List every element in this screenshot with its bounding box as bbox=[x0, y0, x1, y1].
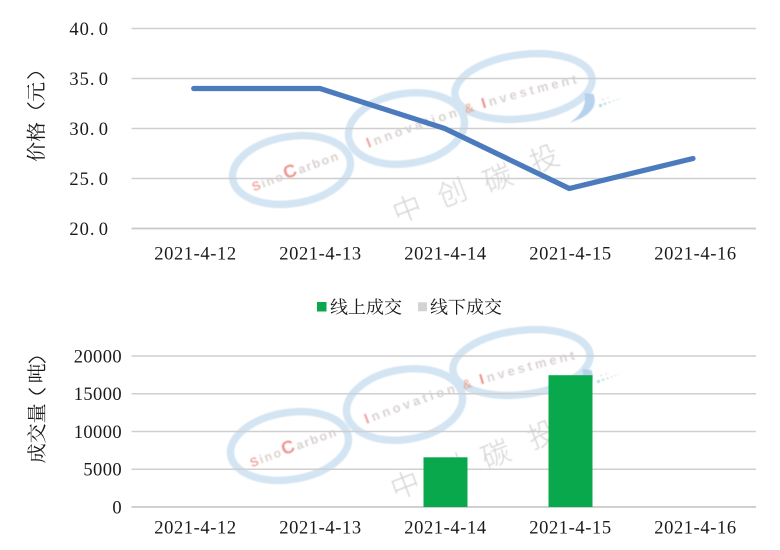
svg-text:10000: 10000 bbox=[74, 423, 122, 443]
svg-text:20000: 20000 bbox=[74, 347, 122, 367]
svg-text:35.0: 35. 0 bbox=[69, 70, 109, 90]
svg-text:5000: 5000 bbox=[83, 461, 122, 481]
svg-text:15000: 15000 bbox=[74, 385, 122, 405]
svg-text:20.0: 20. 0 bbox=[69, 220, 109, 240]
svg-text:2021-4-16: 2021-4-16 bbox=[654, 244, 736, 264]
svg-text:25.0: 25. 0 bbox=[69, 170, 109, 190]
svg-text:2021-4-12: 2021-4-12 bbox=[154, 518, 236, 538]
svg-text:2021-4-12: 2021-4-12 bbox=[154, 244, 236, 264]
svg-text:2021-4-14: 2021-4-14 bbox=[404, 518, 486, 538]
svg-text:40.0: 40. 0 bbox=[69, 20, 109, 40]
svg-text:0: 0 bbox=[112, 498, 122, 518]
svg-text:2021-4-15: 2021-4-15 bbox=[529, 244, 611, 264]
svg-text:2021-4-14: 2021-4-14 bbox=[404, 244, 486, 264]
svg-text:2021-4-13: 2021-4-13 bbox=[279, 244, 361, 264]
svg-text:30.0: 30. 0 bbox=[69, 120, 109, 140]
svg-text:2021-4-15: 2021-4-15 bbox=[529, 518, 611, 538]
svg-text:2021-4-16: 2021-4-16 bbox=[654, 518, 736, 538]
svg-text:2021-4-13: 2021-4-13 bbox=[279, 518, 361, 538]
